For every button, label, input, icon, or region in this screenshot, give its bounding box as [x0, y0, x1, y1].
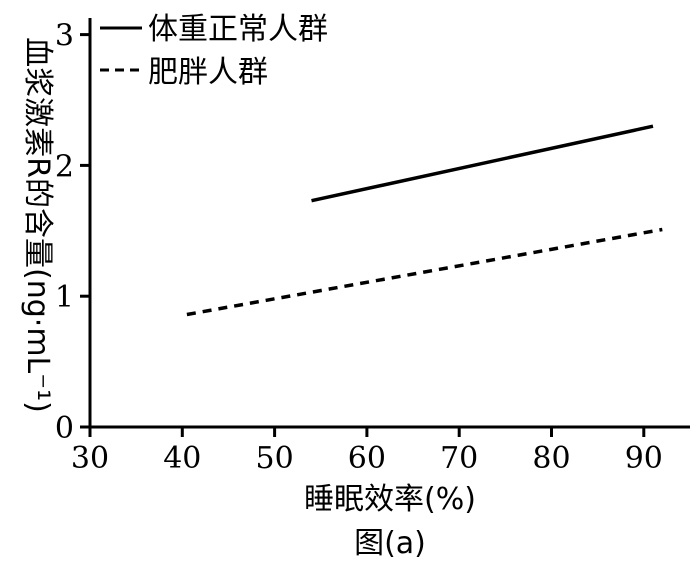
- x-tick-label-60: 60: [348, 441, 386, 476]
- y-axis-title: 血浆激素R的含量(ng·mL⁻¹): [20, 37, 55, 413]
- legend-label-normal-weight: 体重正常人群: [148, 12, 328, 47]
- legend: 体重正常人群 肥胖人群: [100, 12, 328, 90]
- x-tick-label-90: 90: [625, 441, 663, 476]
- y-tick-label-1: 1: [55, 280, 74, 315]
- y-tick-label-3: 3: [55, 19, 74, 54]
- x-tick-label-40: 40: [163, 441, 201, 476]
- y-tick-label-2: 2: [55, 149, 74, 184]
- x-tick-label-80: 80: [532, 441, 570, 476]
- figure-caption: 图(a): [354, 526, 426, 561]
- series-layer: [186, 124, 663, 317]
- y-tick-label-0: 0: [55, 411, 74, 446]
- axes: [88, 18, 690, 429]
- x-tick-label-50: 50: [256, 441, 294, 476]
- ticks: 30 40 50 60 70 80 90 0 1 2 3: [55, 19, 663, 476]
- series-line-obese: [186, 227, 663, 317]
- x-tick-label-30: 30: [71, 441, 109, 476]
- legend-label-obese: 肥胖人群: [148, 55, 268, 90]
- x-axis-title: 睡眠效率(%): [304, 482, 476, 517]
- series-line-normal-weight: [311, 124, 654, 203]
- x-tick-label-70: 70: [440, 441, 478, 476]
